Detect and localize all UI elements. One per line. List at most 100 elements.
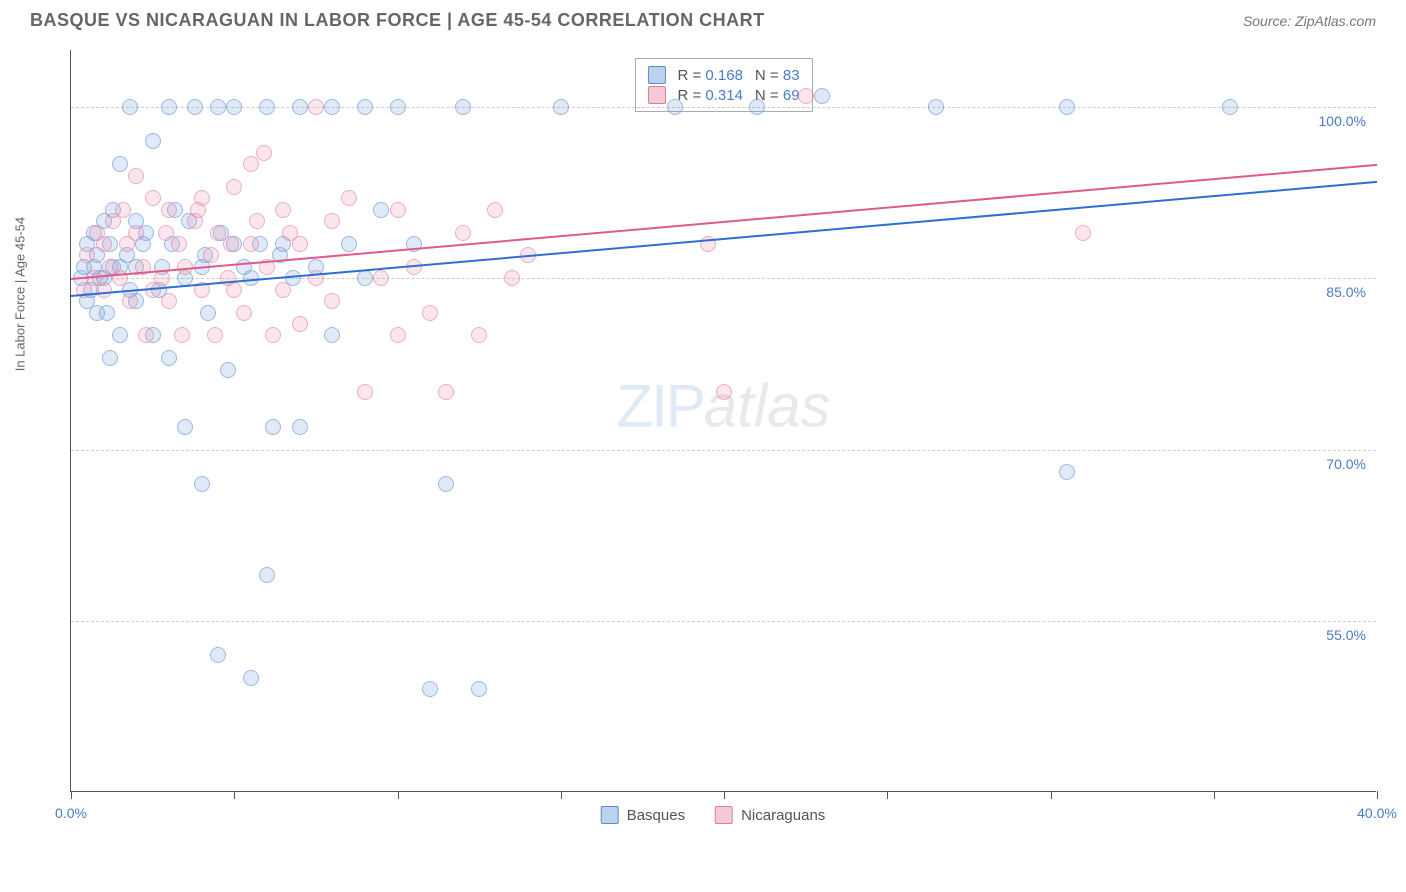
- data-point: [373, 270, 389, 286]
- data-point: [357, 384, 373, 400]
- data-point: [122, 99, 138, 115]
- data-point: [243, 236, 259, 252]
- x-tick-label: 40.0%: [1357, 805, 1397, 821]
- data-point: [236, 259, 252, 275]
- data-point: [471, 681, 487, 697]
- data-point: [236, 305, 252, 321]
- data-point: [99, 305, 115, 321]
- data-point: [200, 305, 216, 321]
- watermark: ZIPatlas: [616, 371, 830, 440]
- data-point: [115, 202, 131, 218]
- stat-n-label-1: N = 83: [755, 67, 800, 84]
- y-tick-label: 100.0%: [1319, 113, 1366, 129]
- gridline: [71, 450, 1376, 451]
- data-point: [174, 327, 190, 343]
- gridline: [71, 621, 1376, 622]
- data-point: [210, 225, 226, 241]
- x-tick-label: 0.0%: [55, 805, 87, 821]
- data-point: [226, 179, 242, 195]
- legend-label-basques: Basques: [627, 807, 685, 824]
- legend-label-nicaraguans: Nicaraguans: [741, 807, 825, 824]
- data-point: [504, 270, 520, 286]
- data-point: [161, 293, 177, 309]
- trend-line: [71, 164, 1377, 280]
- x-tick: [1051, 791, 1052, 799]
- source-label: Source: ZipAtlas.com: [1243, 13, 1376, 29]
- data-point: [96, 282, 112, 298]
- data-point: [324, 327, 340, 343]
- data-point: [324, 293, 340, 309]
- x-tick: [398, 791, 399, 799]
- data-point: [249, 213, 265, 229]
- legend-swatch-basques-icon: [601, 806, 619, 824]
- stats-legend: R = 0.168 N = 83 R = 0.314 N = 69: [634, 58, 812, 112]
- y-tick-label: 55.0%: [1326, 627, 1366, 643]
- x-tick: [561, 791, 562, 799]
- data-point: [161, 350, 177, 366]
- data-point: [390, 99, 406, 115]
- data-point: [203, 247, 219, 263]
- y-tick-label: 70.0%: [1326, 456, 1366, 472]
- data-point: [455, 225, 471, 241]
- data-point: [422, 681, 438, 697]
- plot-area: ZIPatlas R = 0.168 N = 83 R = 0.314 N = …: [70, 50, 1376, 792]
- data-point: [438, 384, 454, 400]
- stat-r-label-2: R = 0.314: [677, 87, 742, 104]
- x-tick: [887, 791, 888, 799]
- data-point: [928, 99, 944, 115]
- data-point: [373, 202, 389, 218]
- x-tick: [724, 791, 725, 799]
- data-point: [265, 327, 281, 343]
- data-point: [357, 99, 373, 115]
- chart-container: In Labor Force | Age 45-54 ZIPatlas R = …: [50, 50, 1376, 832]
- stats-row-1: R = 0.168 N = 83: [647, 66, 799, 84]
- data-point: [716, 384, 732, 400]
- data-point: [119, 236, 135, 252]
- y-tick-label: 85.0%: [1326, 284, 1366, 300]
- swatch-nicaraguans-icon: [647, 86, 665, 104]
- data-point: [145, 133, 161, 149]
- x-tick: [71, 791, 72, 799]
- data-point: [265, 419, 281, 435]
- x-tick: [1377, 791, 1378, 799]
- data-point: [553, 99, 569, 115]
- data-point: [102, 350, 118, 366]
- data-point: [259, 99, 275, 115]
- x-tick: [234, 791, 235, 799]
- x-tick: [1214, 791, 1215, 799]
- data-point: [798, 88, 814, 104]
- data-point: [471, 327, 487, 343]
- data-point: [210, 647, 226, 663]
- data-point: [154, 270, 170, 286]
- data-point: [226, 282, 242, 298]
- data-point: [190, 202, 206, 218]
- data-point: [357, 270, 373, 286]
- data-point: [275, 202, 291, 218]
- data-point: [96, 236, 112, 252]
- data-point: [455, 99, 471, 115]
- watermark-atlas: atlas: [704, 372, 831, 439]
- data-point: [1059, 99, 1075, 115]
- data-point: [292, 99, 308, 115]
- data-point: [1059, 464, 1075, 480]
- chart-title: BASQUE VS NICARAGUAN IN LABOR FORCE | AG…: [30, 10, 765, 31]
- legend-item-basques: Basques: [601, 806, 685, 824]
- data-point: [256, 145, 272, 161]
- data-point: [667, 99, 683, 115]
- chart-header: BASQUE VS NICARAGUAN IN LABOR FORCE | AG…: [0, 0, 1406, 31]
- data-point: [487, 202, 503, 218]
- data-point: [292, 419, 308, 435]
- stat-r-label-1: R = 0.168: [677, 67, 742, 84]
- data-point: [324, 213, 340, 229]
- data-point: [341, 236, 357, 252]
- data-point: [112, 156, 128, 172]
- legend-swatch-nicaraguans-icon: [715, 806, 733, 824]
- data-point: [243, 156, 259, 172]
- data-point: [223, 236, 239, 252]
- data-point: [1222, 99, 1238, 115]
- swatch-basques-icon: [647, 66, 665, 84]
- data-point: [138, 327, 154, 343]
- data-point: [226, 99, 242, 115]
- data-point: [112, 327, 128, 343]
- data-point: [194, 476, 210, 492]
